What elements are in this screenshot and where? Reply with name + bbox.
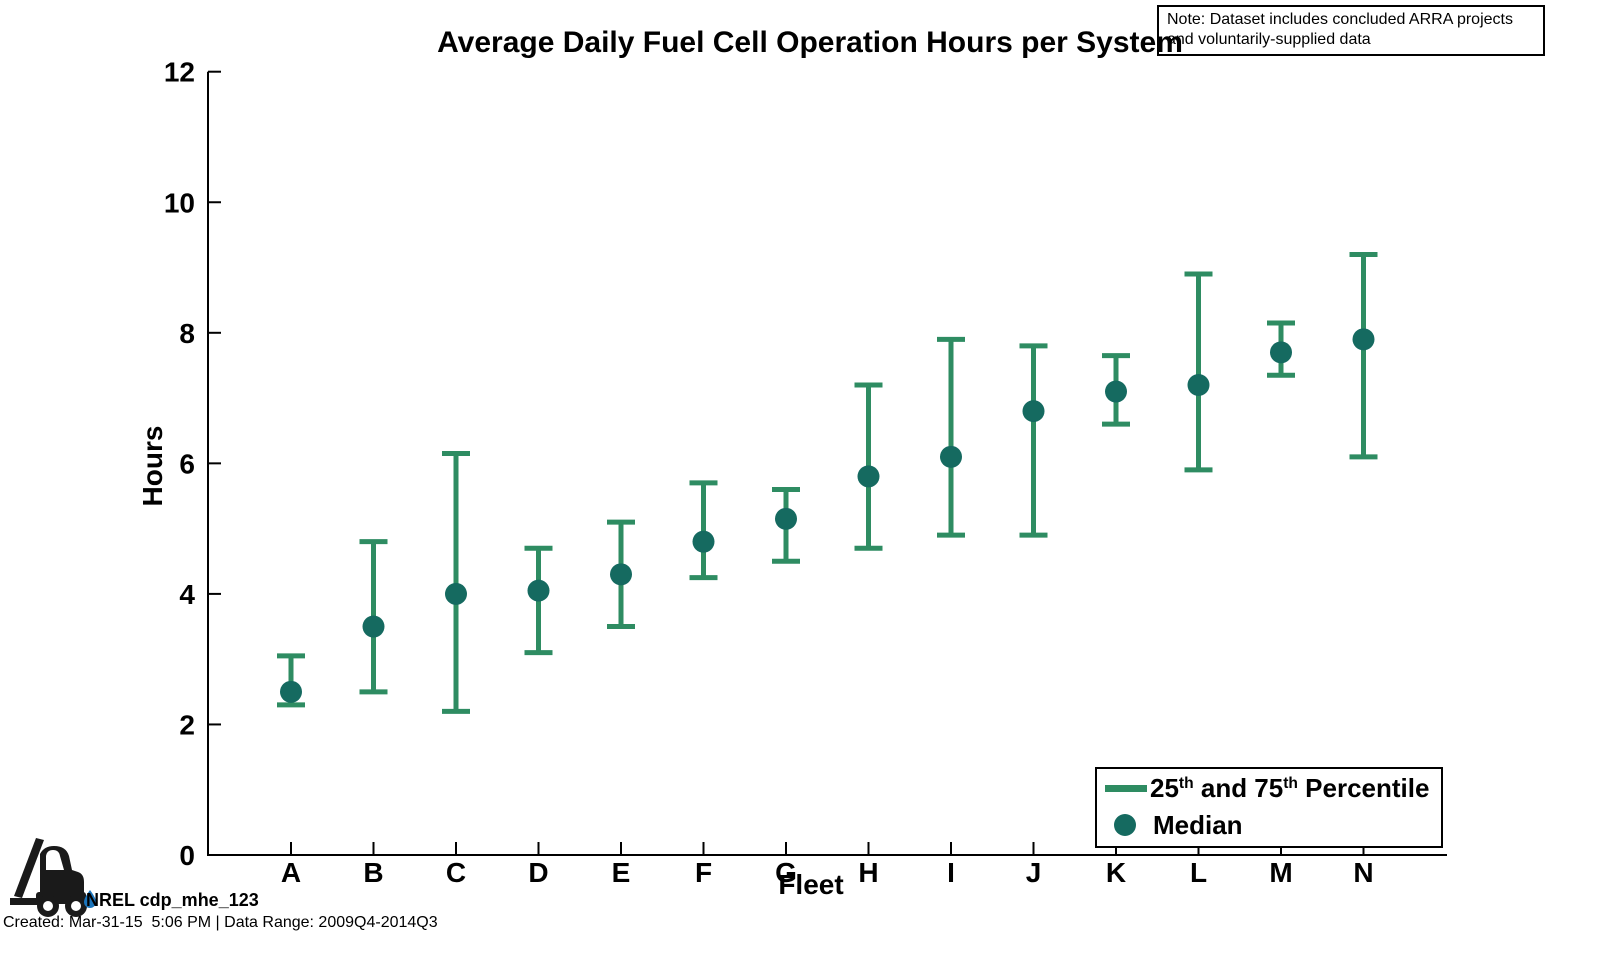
legend-row-median: Median (1097, 807, 1441, 843)
footer-created-text: Created: Mar-31-15 5:06 PM | Data Range:… (3, 914, 438, 931)
legend: 25th and 75th Percentile Median (1095, 767, 1443, 848)
errorbar-fleet-E (607, 519, 635, 630)
median-marker-N (1352, 328, 1375, 351)
errorbar-fleet-M (1267, 320, 1295, 378)
y-tick-label: 4 (179, 579, 195, 610)
median-marker-B (362, 615, 385, 638)
errorbar-fleet-D (524, 545, 553, 656)
errorbar-fleet-K (1102, 353, 1130, 427)
x-tick-label-C: C (446, 857, 466, 888)
median-marker-D (527, 579, 550, 602)
errorbar-fleet-B (359, 539, 388, 695)
percentile-line-swatch (1105, 784, 1147, 792)
x-tick-label-N: N (1353, 857, 1373, 888)
x-tick-label-J: J (1026, 857, 1042, 888)
median-marker-L (1187, 374, 1210, 397)
median-legend-label: Median (1153, 809, 1243, 840)
forklift-icon (10, 838, 87, 917)
y-tick-label: 6 (179, 448, 195, 479)
errorbar-fleet-G (772, 486, 800, 564)
nrel-cdp-label: NREL cdp_mhe_123 (86, 890, 259, 910)
median-marker-F (692, 530, 715, 553)
median-marker-J (1022, 400, 1045, 423)
x-tick-label-M: M (1269, 857, 1292, 888)
x-tick-label-B: B (363, 857, 383, 888)
errorbar-fleet-I (937, 336, 965, 538)
median-marker-G (775, 507, 797, 530)
errorbar-fleet-J (1019, 343, 1048, 538)
median-marker-E (610, 563, 632, 586)
median-marker-M (1270, 341, 1292, 364)
median-marker-A (280, 680, 302, 703)
chart-title: Average Daily Fuel Cell Operation Hours … (437, 26, 1183, 59)
x-tick-label-F: F (695, 857, 712, 888)
x-axis-label: Fleet (778, 869, 844, 900)
median-marker-K (1105, 380, 1127, 403)
x-tick-label-L: L (1190, 857, 1207, 888)
errorbar-fleet-N (1349, 251, 1378, 460)
y-axis-label: Hours (137, 425, 168, 507)
x-tick-label-H: H (858, 857, 878, 888)
x-tick-label-D: D (528, 857, 548, 888)
x-tick-label-E: E (612, 857, 631, 888)
x-tick-label-K: K (1106, 857, 1126, 888)
y-tick-label: 12 (164, 57, 195, 88)
y-tick-label: 8 (179, 318, 195, 349)
median-marker-H (857, 465, 880, 488)
y-tick-label: 0 (179, 840, 195, 871)
x-tick-label-I: I (947, 857, 955, 888)
errorbar-fleet-F (689, 480, 718, 581)
errorbar-fleet-H (854, 382, 883, 551)
y-tick-label: 2 (179, 709, 195, 740)
forklift-logo (6, 836, 226, 917)
note-text: Note: Dataset includes concluded ARRA pr… (1167, 11, 1513, 49)
median-dot-swatch (1114, 814, 1136, 836)
legend-row-percentile: 25th and 75th Percentile (1097, 769, 1441, 807)
median-marker-I (940, 445, 962, 468)
errorbar-fleet-L (1184, 271, 1213, 473)
water-droplet-icon (84, 890, 96, 908)
y-tick-label: 10 (164, 187, 195, 218)
x-tick-label-A: A (281, 857, 301, 888)
errorbar-fleet-C (442, 451, 470, 714)
note-box: Note: Dataset includes concluded ARRA pr… (1157, 5, 1545, 56)
median-marker-C (445, 582, 467, 605)
errorbar-fleet-A (277, 653, 305, 708)
percentile-legend-label: 25th and 75th Percentile (1150, 772, 1430, 803)
x-tick-label-G: G (775, 857, 797, 888)
